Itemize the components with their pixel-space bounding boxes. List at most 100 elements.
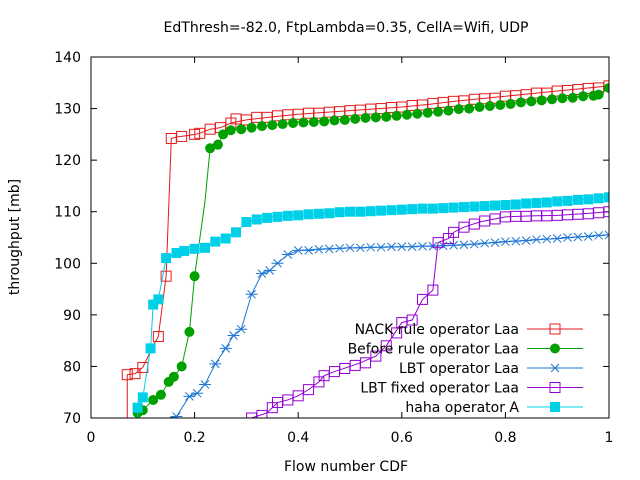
axis-ticks: 0 0.2 0.4 0.6 0.8 1 70 80 90 100 110 120 130 140: [54, 50, 613, 446]
data-point: [292, 246, 305, 255]
data-point: [168, 371, 179, 382]
data-point: [323, 244, 336, 254]
data-point: [376, 205, 387, 216]
data-point: [121, 369, 133, 381]
data-point: [386, 205, 397, 216]
y-axis-label: throughput [mb]: [7, 179, 23, 295]
data-point: [281, 250, 294, 259]
data-point: [370, 350, 382, 362]
y-tick-label: 90: [63, 308, 81, 324]
data-point: [277, 119, 288, 130]
data-point: [176, 130, 188, 142]
data-point: [603, 206, 609, 218]
data-point: [256, 121, 267, 132]
data-point: [417, 203, 428, 214]
legend-label: LBT fixed operator Laa: [360, 381, 519, 397]
data-point: [212, 139, 223, 150]
data-point: [489, 238, 502, 248]
data-point: [509, 236, 522, 246]
data-point: [153, 294, 164, 305]
data-point: [433, 106, 444, 117]
plot-series: [121, 80, 609, 418]
data-point: [457, 240, 470, 250]
legend-marker: [550, 343, 560, 354]
data-point: [312, 245, 325, 254]
y-tick-label: 140: [54, 50, 81, 66]
x-tick-label: 0: [87, 430, 96, 446]
data-point: [313, 208, 324, 219]
data-point: [395, 242, 408, 252]
data-point: [530, 235, 543, 244]
legend-label: LBT operator Laa: [399, 361, 519, 377]
x-tick-label: 1: [605, 430, 614, 446]
data-point: [578, 91, 589, 102]
data-point: [427, 284, 439, 296]
data-point: [319, 116, 330, 127]
data-point: [308, 116, 319, 127]
data-point: [603, 230, 609, 240]
series-5: [132, 192, 609, 418]
data-point: [526, 96, 537, 107]
legend-marker: [550, 402, 560, 412]
data-point: [344, 243, 356, 253]
data-point: [360, 357, 372, 369]
data-point: [552, 196, 563, 207]
data-point: [236, 124, 247, 135]
data-point: [263, 266, 276, 275]
y-tick-label: 100: [54, 256, 81, 272]
data-point: [495, 99, 506, 110]
data-point: [407, 204, 418, 215]
data-point: [160, 270, 172, 282]
data-point: [227, 331, 240, 340]
data-point: [551, 234, 564, 243]
y-tick-label: 130: [54, 102, 81, 118]
data-point: [333, 243, 346, 253]
data-point: [380, 340, 392, 352]
data-point: [235, 324, 248, 334]
data-point: [199, 242, 210, 253]
data-point: [593, 193, 604, 204]
data-point: [225, 125, 236, 136]
data-point: [161, 253, 172, 264]
data-point: [521, 198, 532, 209]
series-4: [246, 206, 609, 418]
data-point: [541, 197, 552, 208]
x-tick-label: 0.8: [494, 430, 516, 446]
data-point: [381, 111, 392, 122]
data-point: [572, 194, 583, 205]
data-point: [464, 103, 475, 114]
data-point: [251, 111, 263, 123]
legend: NACK rule operator Laa Before rule operat…: [348, 322, 583, 416]
data-point: [365, 206, 376, 217]
data-point: [427, 203, 438, 214]
data-point: [500, 200, 511, 211]
data-point: [241, 217, 252, 228]
data-point: [171, 247, 182, 258]
data-point: [302, 246, 315, 255]
data-point: [148, 394, 159, 405]
data-point: [567, 92, 578, 103]
legend-label: NACK rule operator Laa: [355, 322, 519, 338]
x-tick-label: 0.4: [287, 430, 309, 446]
series-1: [121, 80, 609, 418]
data-point: [490, 200, 501, 211]
data-point: [339, 114, 350, 125]
data-point: [391, 110, 402, 121]
x-axis-label: Flow number CDF: [284, 459, 408, 475]
data-point: [458, 202, 469, 213]
data-point: [443, 105, 454, 116]
data-point: [198, 380, 211, 389]
data-point: [603, 80, 609, 92]
data-point: [155, 389, 166, 400]
data-point: [184, 326, 195, 337]
data-point: [303, 209, 314, 220]
data-point: [499, 237, 512, 246]
legend-label: Before rule operator Laa: [348, 342, 519, 358]
data-point: [583, 194, 594, 205]
data-point: [406, 314, 418, 326]
data-point: [205, 143, 216, 154]
data-point: [557, 93, 568, 104]
data-point: [220, 233, 231, 244]
data-point: [179, 245, 190, 256]
data-point: [251, 214, 262, 225]
